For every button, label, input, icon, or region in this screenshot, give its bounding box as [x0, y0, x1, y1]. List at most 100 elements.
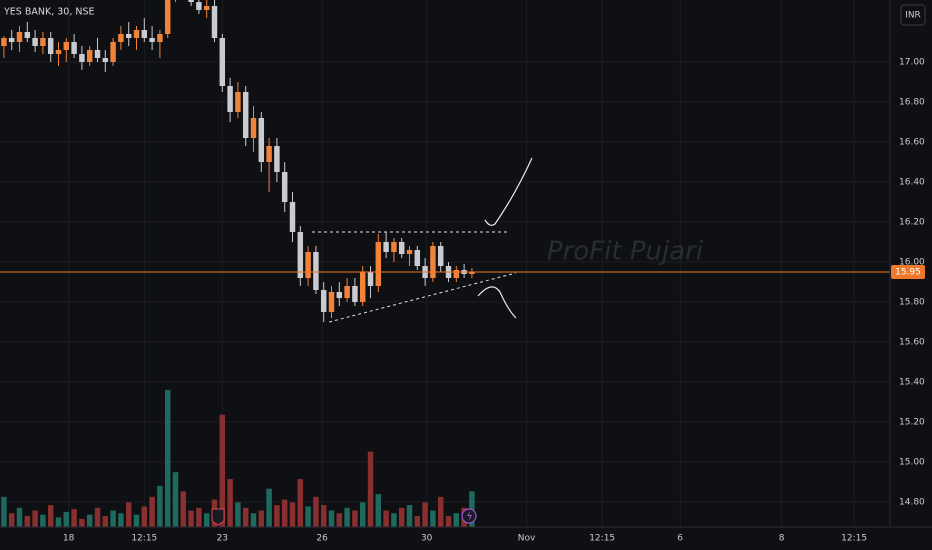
volume-bar	[422, 502, 428, 527]
candle-body	[133, 30, 140, 38]
volume-bar	[437, 496, 444, 527]
last-price-label: 15.95	[895, 268, 921, 278]
volume-bar	[336, 513, 343, 527]
volume-bar	[63, 511, 70, 527]
candle-body	[141, 30, 148, 38]
candle-body	[391, 242, 397, 252]
x-tick-label: 8	[779, 534, 785, 544]
volume-bar	[258, 510, 265, 527]
watermark: ProFit Pujari	[547, 237, 704, 267]
candle-body	[32, 38, 38, 46]
candle-body	[203, 6, 210, 10]
volume-bar	[180, 491, 187, 527]
volume-bar	[320, 505, 327, 527]
candle-body	[71, 42, 77, 54]
volume-bar	[352, 510, 358, 527]
candle-body	[79, 54, 85, 62]
candle-body	[164, 0, 171, 34]
x-tick-label: 30	[421, 534, 433, 544]
candle-body	[188, 0, 194, 2]
candle-body	[1, 38, 7, 46]
volume-bar	[414, 516, 421, 527]
y-tick-label: 15.00	[899, 458, 925, 468]
candle-body	[375, 242, 382, 286]
volume-bar	[359, 502, 366, 527]
candle-body	[110, 42, 116, 62]
candle-body	[157, 34, 163, 42]
volume-bar	[16, 507, 23, 527]
candle-body	[40, 38, 46, 46]
volume-bar	[235, 502, 241, 527]
volume-bar	[47, 505, 54, 527]
volume-bar	[281, 499, 288, 527]
volume-bar	[110, 510, 116, 527]
candle-body	[55, 50, 62, 54]
candle-body	[414, 250, 421, 266]
candle-body	[235, 92, 241, 112]
candle-body	[16, 32, 23, 42]
volume-bar	[79, 518, 85, 527]
volume-bar	[40, 514, 46, 527]
currency-box[interactable]	[900, 4, 926, 26]
candle-body	[219, 38, 226, 86]
candle-body	[242, 92, 249, 138]
volume-bar	[375, 494, 382, 527]
x-tick-label: 12:15	[589, 534, 615, 544]
volume-bar	[430, 510, 436, 527]
volume-bar	[227, 479, 233, 527]
candle-body	[328, 292, 335, 312]
volume-bar	[328, 510, 335, 527]
volume-bar	[313, 496, 319, 527]
y-tick-label: 16.20	[899, 218, 925, 228]
x-tick-label: 12:15	[841, 534, 867, 544]
volume-bar	[125, 502, 132, 527]
candle-body	[437, 246, 444, 266]
volume-bar	[71, 509, 77, 527]
candle-body	[352, 286, 358, 302]
y-tick-label: 16.80	[899, 98, 925, 108]
y-tick-label: 16.60	[899, 138, 925, 148]
volume-bar	[203, 513, 210, 527]
drawn-arrow-down	[477, 286, 517, 319]
volume-bar	[406, 505, 413, 527]
candle-body	[211, 6, 218, 38]
x-tick-label: Nov	[518, 534, 536, 544]
volume-bar	[102, 516, 109, 527]
y-tick-label: 15.40	[899, 378, 925, 388]
trendline	[329, 272, 516, 323]
trendlines	[312, 231, 516, 323]
candle-body	[196, 1, 202, 10]
candle-body	[289, 202, 296, 232]
volume-bar	[196, 507, 202, 527]
candle-body	[430, 246, 436, 278]
x-tick-label: 26	[316, 534, 328, 544]
candle-body	[8, 38, 15, 42]
candle-body	[63, 42, 70, 50]
currency[interactable]: INR	[905, 11, 921, 21]
volume-bar	[274, 505, 280, 527]
volume-bar	[297, 479, 304, 527]
candle-body	[313, 252, 319, 290]
volume-bar	[86, 514, 93, 527]
drawn-arrow-up	[484, 157, 533, 226]
volume-bar	[367, 451, 374, 527]
volume-bar	[453, 513, 460, 527]
candle-body	[94, 50, 101, 58]
candle-body	[383, 242, 389, 252]
candle-body	[305, 252, 311, 278]
candles	[0, 0, 890, 322]
last-price-box	[891, 265, 925, 279]
volume-bar	[8, 513, 15, 527]
grid	[0, 0, 890, 527]
volume-bar	[242, 507, 249, 527]
volume-bar	[219, 414, 226, 527]
volume-bar	[118, 513, 124, 527]
candle-body	[149, 38, 155, 42]
candle-body	[320, 290, 327, 312]
volume-bar	[149, 496, 155, 527]
x-tick-label: 6	[677, 534, 683, 544]
candle-body	[398, 242, 405, 254]
candle-body	[367, 272, 374, 286]
candle-body	[24, 32, 31, 38]
